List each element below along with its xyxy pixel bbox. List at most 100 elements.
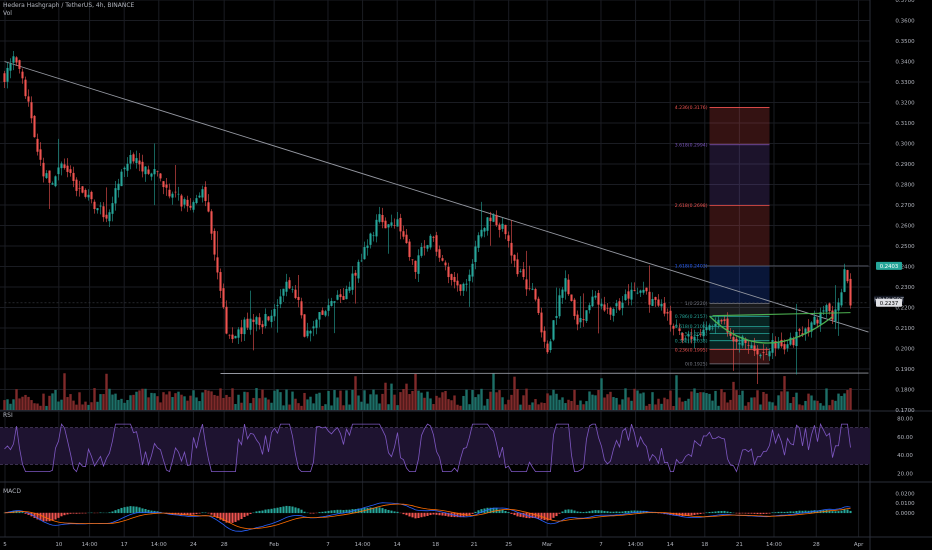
macd-histogram-bar bbox=[771, 512, 773, 513]
volume-bar bbox=[339, 391, 341, 410]
volume-bar bbox=[492, 373, 494, 410]
price-tick: 0.2100 bbox=[895, 326, 915, 332]
candle-body bbox=[699, 334, 701, 335]
volume-bar bbox=[642, 393, 644, 410]
candle-body bbox=[249, 319, 251, 330]
volume-bar bbox=[126, 400, 128, 410]
time-tick: 14:00 bbox=[766, 542, 782, 548]
candle-body bbox=[24, 80, 26, 96]
volume-bar bbox=[801, 405, 803, 410]
volume-bar bbox=[174, 393, 176, 410]
volume-bar bbox=[747, 402, 749, 410]
macd-histogram-bar bbox=[690, 513, 692, 516]
volume-bar bbox=[6, 399, 8, 410]
volume-bar bbox=[621, 399, 623, 410]
macd-histogram-bar bbox=[339, 510, 341, 513]
volume-bar bbox=[96, 402, 98, 410]
candle-body bbox=[759, 355, 761, 356]
time-tick: 17 bbox=[121, 542, 128, 548]
volume-bar bbox=[324, 404, 326, 410]
macd-histogram-bar bbox=[612, 512, 614, 513]
candle-body bbox=[150, 174, 152, 177]
volume-bar bbox=[729, 400, 731, 410]
candle-body bbox=[786, 344, 788, 348]
candle-body bbox=[291, 289, 293, 290]
candle-body bbox=[816, 320, 818, 324]
candle-body bbox=[582, 319, 584, 320]
candle-body bbox=[819, 312, 821, 324]
volume-bar bbox=[336, 397, 338, 410]
macd-histogram-bar bbox=[513, 513, 515, 515]
candle-body bbox=[831, 311, 833, 320]
macd-histogram-bar bbox=[309, 513, 311, 514]
volume-bar bbox=[840, 396, 842, 410]
macd-histogram-bar bbox=[555, 513, 557, 516]
volume-bar bbox=[141, 389, 143, 410]
candle-body bbox=[273, 309, 275, 316]
macd-histogram-bar bbox=[135, 507, 137, 513]
volume-bar bbox=[132, 395, 134, 410]
volume-bar bbox=[117, 400, 119, 410]
candle-body bbox=[276, 305, 278, 306]
macd-histogram-bar bbox=[288, 506, 290, 513]
candle-body bbox=[825, 305, 827, 312]
volume-bar bbox=[123, 403, 125, 410]
candle-body bbox=[225, 307, 227, 334]
volume-bar bbox=[345, 390, 347, 410]
macd-histogram-bar bbox=[597, 510, 599, 513]
candle-body bbox=[219, 272, 221, 291]
macd-histogram-bar bbox=[426, 513, 428, 516]
macd-histogram-bar bbox=[66, 513, 68, 515]
macd-histogram-bar bbox=[114, 510, 116, 513]
volume-bar bbox=[660, 404, 662, 410]
macd-histogram-bar bbox=[429, 513, 431, 515]
volume-bar bbox=[288, 405, 290, 410]
candle-body bbox=[471, 264, 473, 277]
volume-bar bbox=[723, 392, 725, 410]
volume-bar bbox=[834, 401, 836, 410]
volume-bar bbox=[33, 403, 35, 410]
volume-bar bbox=[405, 384, 407, 410]
candle-body bbox=[201, 189, 203, 197]
macd-histogram-bar bbox=[213, 513, 215, 517]
rsi-band bbox=[0, 428, 870, 465]
macd-histogram-bar bbox=[54, 513, 56, 520]
volume-bar bbox=[768, 402, 770, 410]
candle-body bbox=[6, 68, 8, 82]
candle-body bbox=[675, 326, 677, 327]
candle-body bbox=[342, 296, 344, 300]
candle-body bbox=[639, 291, 641, 293]
candle-body bbox=[69, 169, 71, 173]
volume-bar bbox=[519, 405, 521, 410]
candle-body bbox=[330, 301, 332, 306]
fib-level-label: 1.618(0.2403) bbox=[675, 264, 708, 270]
volume-bar bbox=[540, 403, 542, 410]
volume-bar bbox=[594, 395, 596, 410]
volume-bar bbox=[228, 397, 230, 410]
volume-bar bbox=[477, 394, 479, 410]
volume-bar bbox=[843, 393, 845, 410]
candle-body bbox=[252, 320, 254, 322]
candle-body bbox=[843, 269, 845, 292]
macd-histogram-bar bbox=[792, 511, 794, 513]
macd-histogram-bar bbox=[570, 510, 572, 513]
volume-bar bbox=[654, 404, 656, 410]
candle-body bbox=[216, 257, 218, 272]
volume-bar bbox=[102, 394, 104, 410]
volume-bar bbox=[18, 398, 20, 410]
volume-bar bbox=[819, 403, 821, 410]
volume-bar bbox=[39, 406, 41, 410]
macd-histogram-bar bbox=[333, 510, 335, 513]
volume-bar bbox=[99, 394, 101, 410]
macd-histogram-bar bbox=[366, 508, 368, 513]
volume-bar bbox=[147, 397, 149, 410]
macd-histogram-bar bbox=[594, 510, 596, 513]
volume-bar bbox=[579, 401, 581, 410]
candle-body bbox=[846, 270, 848, 281]
macd-histogram-bar bbox=[435, 513, 437, 515]
candle-body bbox=[168, 190, 170, 197]
macd-histogram-bar bbox=[117, 509, 119, 513]
volume-bar bbox=[270, 403, 272, 410]
candle-body bbox=[840, 292, 842, 305]
